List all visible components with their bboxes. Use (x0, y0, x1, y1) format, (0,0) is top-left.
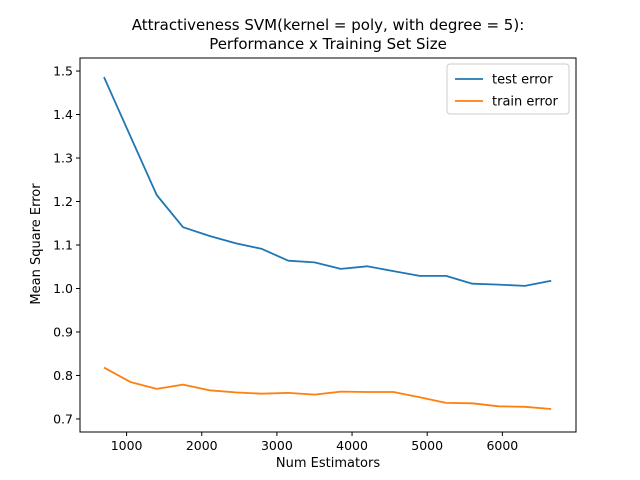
series-line-train-error (103, 366, 552, 410)
x-tick-label: 4000 (336, 438, 368, 453)
y-tick-label: 0.9 (53, 324, 73, 339)
chart-title-line-2: Performance x Training Set Size (209, 35, 447, 53)
y-tick-label: 1.0 (53, 281, 73, 296)
y-axis-label: Mean Square Error (29, 183, 44, 305)
legend: test error train error (446, 63, 570, 115)
legend-label-test-error: test error (492, 73, 553, 88)
x-tick-label: 3000 (261, 438, 293, 453)
y-tick-label: 0.8 (53, 368, 73, 383)
x-axis-label: Num Estimators (276, 456, 380, 471)
y-tick-label: 0.7 (53, 411, 73, 426)
y-tick-label: 1.3 (53, 151, 73, 166)
y-tick-label: 1.1 (53, 238, 73, 253)
plot-area (103, 76, 552, 410)
y-tick-label: 1.5 (53, 64, 73, 79)
x-axis-ticks: 1000 2000 3000 4000 5000 6000 (111, 432, 518, 453)
legend-label-train-error: train error (492, 95, 559, 110)
chart-title-line-1: Attractiveness SVM(kernel = poly, with d… (132, 16, 525, 34)
x-tick-label: 6000 (486, 438, 518, 453)
x-tick-label: 2000 (186, 438, 218, 453)
x-tick-label: 1000 (111, 438, 143, 453)
y-axis-ticks: 0.7 0.8 0.9 1.0 1.1 1.2 1.3 1.4 1.5 (53, 64, 80, 426)
series-line-test-error (103, 76, 552, 287)
x-tick-label: 5000 (411, 438, 443, 453)
y-tick-label: 1.4 (53, 107, 73, 122)
y-tick-label: 1.2 (53, 194, 73, 209)
